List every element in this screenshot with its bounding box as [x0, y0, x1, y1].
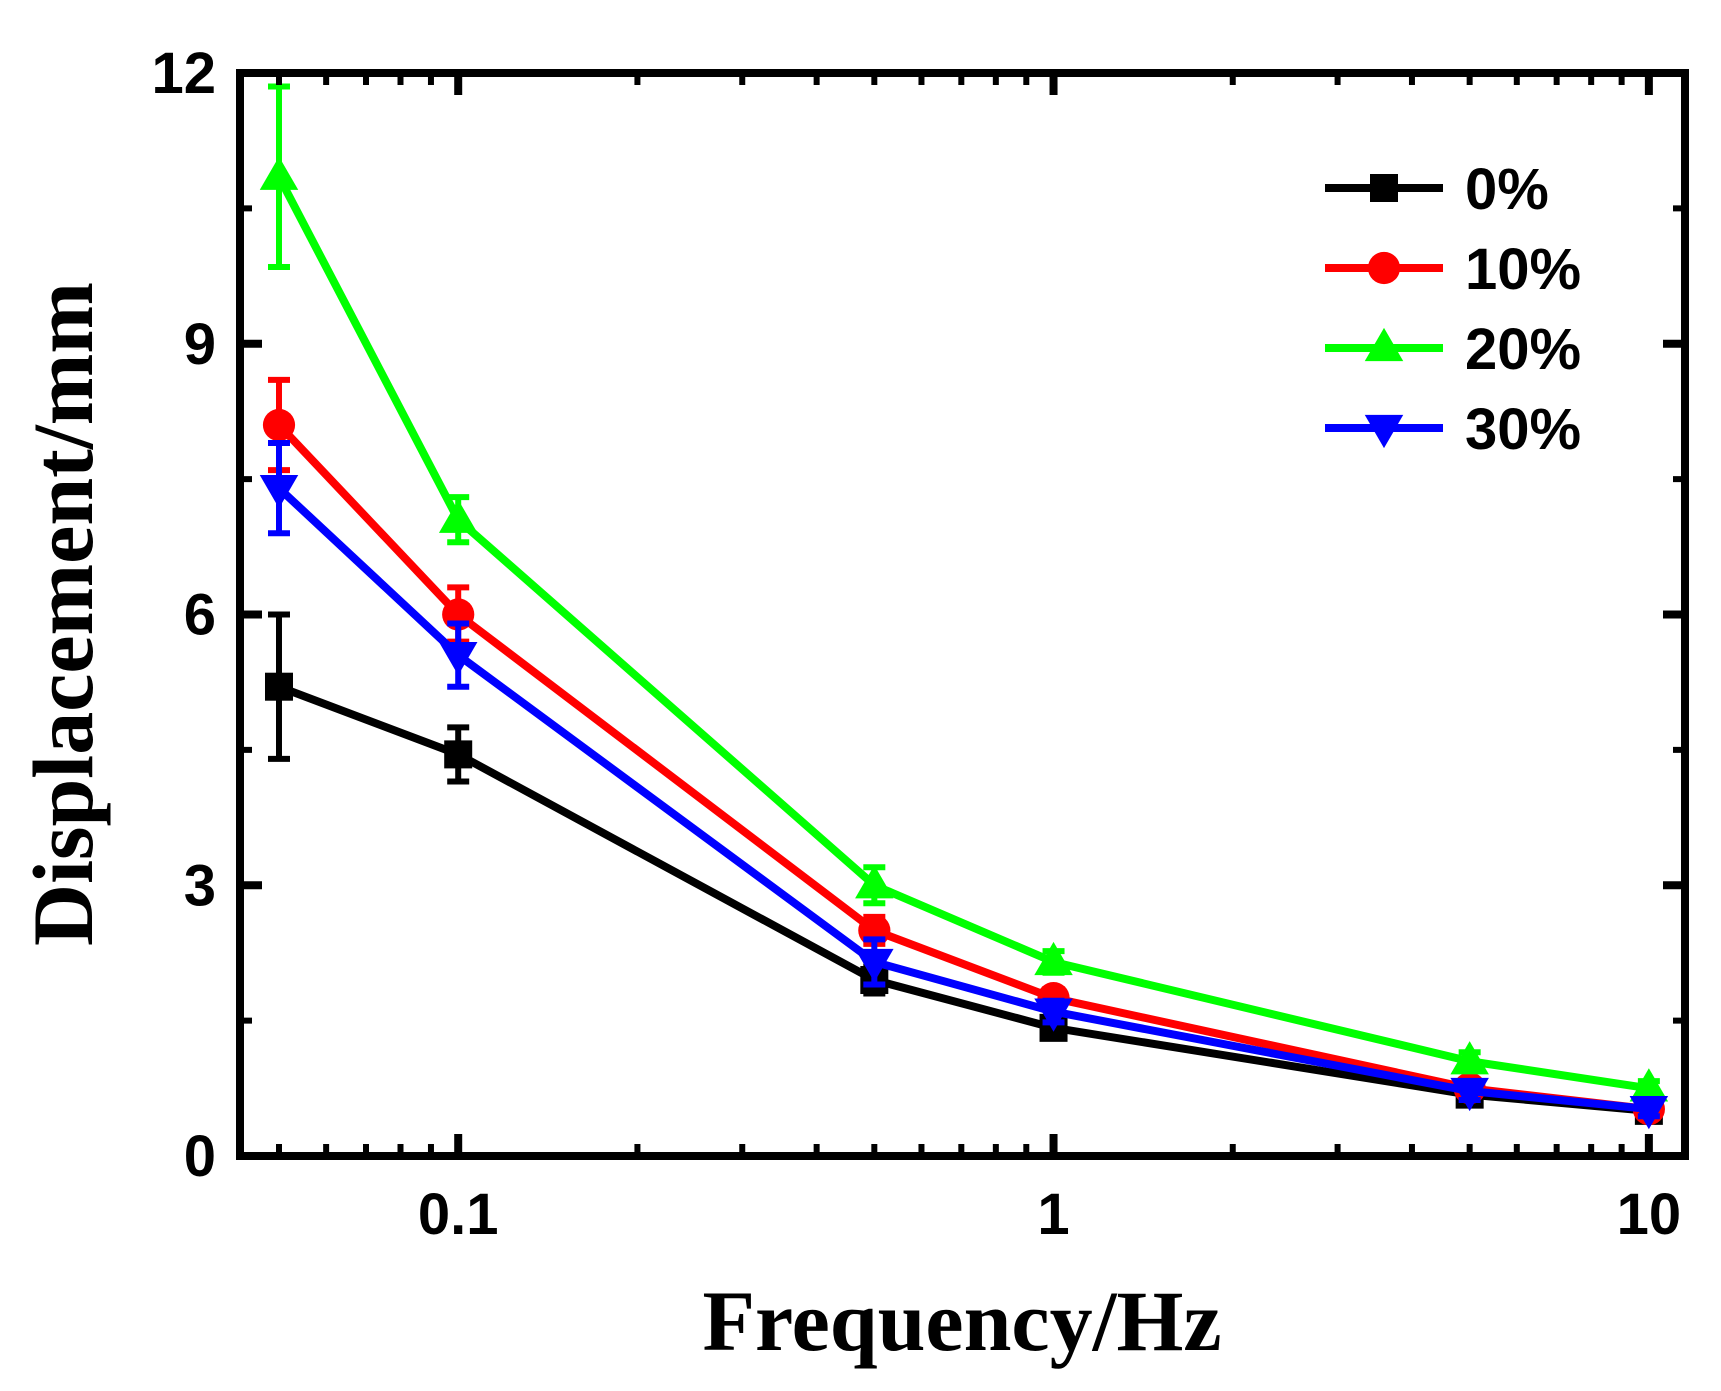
series-1	[262, 376, 1665, 1126]
data-point	[1450, 1077, 1489, 1112]
legend-item-3: 30%	[1325, 397, 1581, 462]
legend: 0% 10% 20% 30%	[1325, 157, 1581, 462]
legend-label: 20%	[1465, 317, 1581, 382]
series-line	[276, 485, 1650, 1114]
legend-item-2: 20%	[1325, 317, 1581, 382]
data-point	[259, 156, 299, 190]
data-point	[1034, 998, 1073, 1032]
legend-item-0: 0%	[1325, 157, 1549, 222]
y-tick-label: 9	[184, 312, 216, 377]
x-tick-label: 10	[1617, 1182, 1682, 1247]
y-tick-label: 6	[184, 583, 216, 648]
data-point	[1034, 941, 1073, 976]
series-layer	[259, 83, 1669, 1130]
legend-marker	[1364, 327, 1404, 362]
legend-item-1: 10%	[1325, 237, 1581, 302]
legend-marker	[1364, 414, 1404, 449]
data-point	[855, 948, 894, 983]
legend-label: 0%	[1465, 157, 1549, 222]
ticks-layer: 0 3 6 9 12 0.1 1 10	[151, 41, 1685, 1247]
x-axis-title: Frequency/Hz	[702, 1273, 1221, 1369]
series-0	[264, 611, 1663, 1125]
x-tick-label: 1	[1037, 1182, 1069, 1247]
data-point	[438, 641, 478, 676]
series-line	[277, 682, 1650, 1115]
legend-label: 10%	[1465, 237, 1581, 302]
data-point	[1629, 1068, 1669, 1102]
y-tick-label: 3	[184, 853, 216, 918]
series-2	[259, 83, 1669, 1102]
data-point	[1629, 1095, 1669, 1130]
y-tick-label: 12	[151, 41, 216, 106]
data-point	[438, 499, 478, 533]
data-point	[264, 672, 293, 701]
series-line	[275, 174, 1650, 1093]
data-point	[259, 475, 299, 509]
data-point	[444, 740, 473, 769]
y-axis-title: Displacement/mm	[15, 282, 111, 946]
series-3	[259, 440, 1669, 1130]
data-point	[262, 408, 296, 442]
data-point	[855, 865, 894, 899]
legend-label: 30%	[1465, 397, 1581, 462]
data-point	[1450, 1041, 1489, 1075]
legend-marker	[1370, 174, 1398, 202]
x-tick-label: 0.1	[418, 1182, 499, 1247]
legend-marker	[1367, 251, 1401, 285]
y-tick-label: 0	[184, 1124, 216, 1189]
